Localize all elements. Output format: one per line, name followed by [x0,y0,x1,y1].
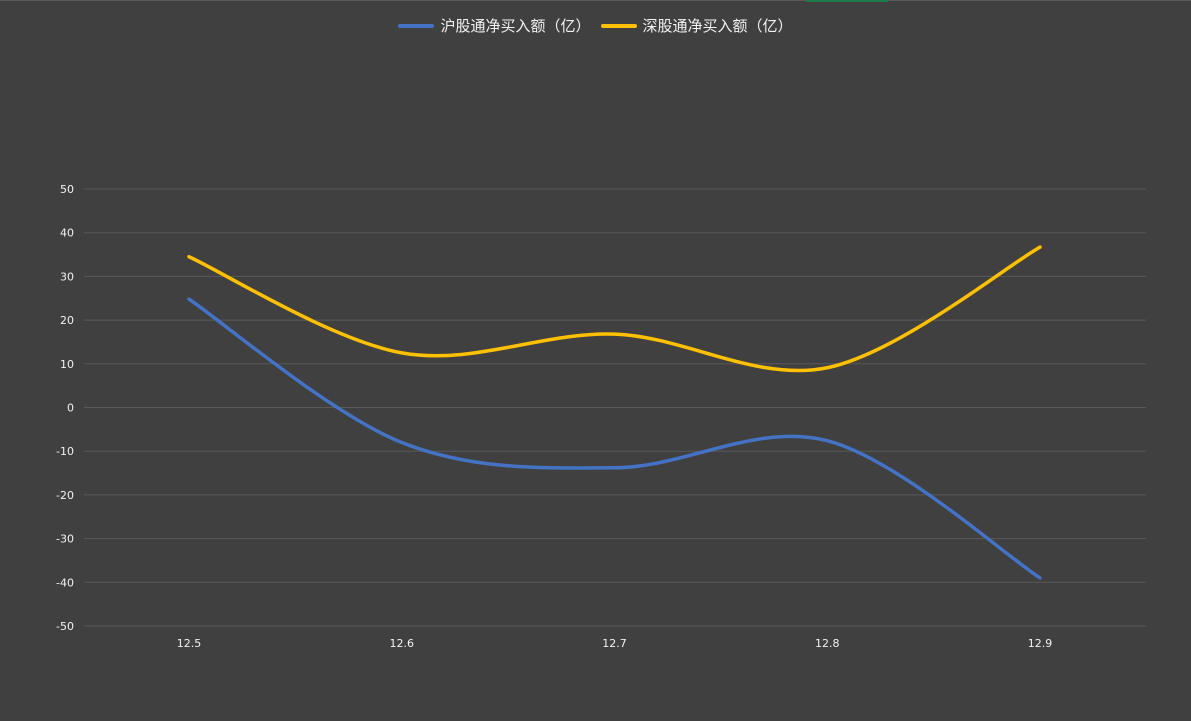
y-tick-label: -50 [56,620,74,633]
legend-label-series-1: 沪股通净买入额（亿） [440,17,591,35]
legend-swatch-series-1 [398,24,435,28]
x-tick-label: 12.7 [602,637,627,650]
series-line-1 [187,297,1042,580]
gridlines [84,188,1146,627]
y-tick-label: 30 [60,270,74,283]
x-tick-label: 12.8 [815,637,840,650]
x-tick-label: 12.5 [177,637,202,650]
y-tick-label: 50 [60,183,74,196]
legend-item-series-2: 深股通净买入额（亿） [600,16,793,36]
x-tick-label: 12.6 [390,637,415,650]
y-axis-ticks: 50 40 30 20 10 0 -10 -20 -30 -40 -50 [56,183,74,633]
y-tick-label: -20 [56,489,74,502]
y-tick-label: 40 [60,227,74,240]
x-axis-ticks: 12.5 12.6 12.7 12.8 12.9 [177,637,1053,650]
legend-item-series-1: 沪股通净买入额（亿） [398,16,591,36]
series-lines [187,245,1042,580]
legend-label-series-2: 深股通净买入额（亿） [642,17,793,35]
y-tick-label: -30 [56,533,74,546]
x-tick-label: 12.9 [1028,637,1053,650]
y-tick-label: 0 [67,402,74,415]
legend-swatch-series-2 [600,24,637,28]
top-accent-mark [806,0,888,2]
y-tick-label: 10 [60,358,74,371]
y-tick-label: -10 [56,445,74,458]
series-line-2 [187,245,1042,373]
chart-legend: 沪股通净买入额（亿） 深股通净买入额（亿） [0,16,1191,36]
y-tick-label: 20 [60,314,74,327]
top-edge-line [0,0,1191,1]
y-tick-label: -40 [56,576,74,589]
